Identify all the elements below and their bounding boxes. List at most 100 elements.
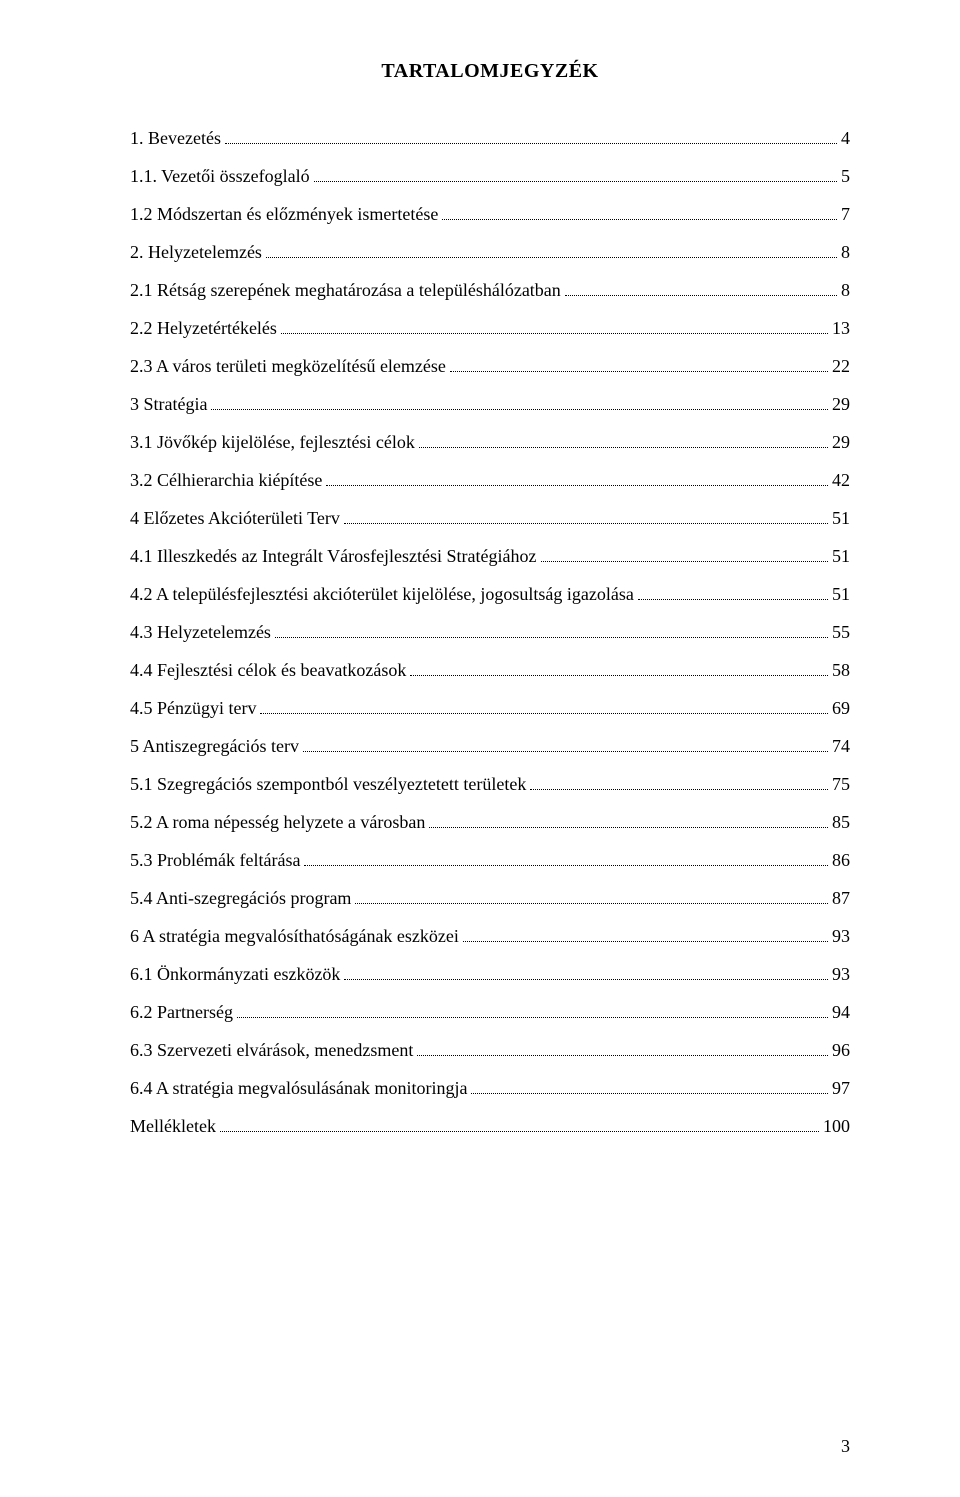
toc-entry-label: 5.2 A roma népesség helyzete a városban <box>130 812 425 833</box>
toc-entry: 4 Előzetes Akcióterületi Terv 51 <box>130 508 850 529</box>
toc-entry-page: 55 <box>832 622 850 643</box>
toc-entry-label: 3.1 Jövőkép kijelölése, fejlesztési célo… <box>130 432 415 453</box>
toc-entry-label: 2.2 Helyzetértékelés <box>130 318 277 339</box>
toc-dots <box>463 941 828 942</box>
toc-entry-label: 6 A stratégia megvalósíthatóságának eszk… <box>130 926 459 947</box>
toc-entry-label: 1. Bevezetés <box>130 128 221 149</box>
toc-entry-page: 51 <box>832 584 850 605</box>
toc-dots <box>530 789 828 790</box>
toc-entry: 3.2 Célhierarchia kiépítése 42 <box>130 470 850 491</box>
toc-entry: 5.2 A roma népesség helyzete a városban 8… <box>130 812 850 833</box>
toc-entry-label: 6.1 Önkormányzati eszközök <box>130 964 340 985</box>
toc-entry: 6 A stratégia megvalósíthatóságának eszk… <box>130 926 850 947</box>
toc-entry-label: 4.1 Illeszkedés az Integrált Városfejles… <box>130 546 537 567</box>
toc-entry: 4.4 Fejlesztési célok és beavatkozások58 <box>130 660 850 681</box>
toc-entry-label: 5.3 Problémák feltárása <box>130 850 300 871</box>
toc-entry-label: 4.3 Helyzetelemzés <box>130 622 271 643</box>
toc-entry-page: 75 <box>832 774 850 795</box>
toc-dots <box>419 447 828 448</box>
toc-entry-label: 3 Stratégia <box>130 394 207 415</box>
toc-entry-page: 85 <box>832 812 850 833</box>
toc-dots <box>237 1017 828 1018</box>
toc-dots <box>638 599 828 600</box>
toc-entry-page: 86 <box>832 850 850 871</box>
toc-dots <box>450 371 828 372</box>
toc-entry: 5.3 Problémák feltárása 86 <box>130 850 850 871</box>
toc-dots <box>429 827 828 828</box>
toc-entry: 4.3 Helyzetelemzés 55 <box>130 622 850 643</box>
toc-dots <box>442 219 837 220</box>
toc-entry-label: 1.1. Vezetői összefoglaló <box>130 166 310 187</box>
toc-list: 1. Bevezetés41.1. Vezetői összefoglaló51… <box>130 128 850 1137</box>
toc-entry-label: 5.1 Szegregációs szempontból veszélyezte… <box>130 774 526 795</box>
toc-entry-page: 93 <box>832 964 850 985</box>
toc-entry: 5 Antiszegregációs terv74 <box>130 736 850 757</box>
toc-entry-label: 4 Előzetes Akcióterületi Terv <box>130 508 340 529</box>
toc-dots <box>355 903 828 904</box>
toc-dots <box>314 181 837 182</box>
toc-entry-page: 42 <box>832 470 850 491</box>
toc-dots <box>344 979 828 980</box>
toc-entry-page: 69 <box>832 698 850 719</box>
toc-entry: 2. Helyzetelemzés 8 <box>130 242 850 263</box>
toc-entry: Mellékletek100 <box>130 1116 850 1137</box>
toc-entry-page: 87 <box>832 888 850 909</box>
toc-entry-label: 6.2 Partnerség <box>130 1002 233 1023</box>
toc-entry-page: 8 <box>841 280 850 301</box>
toc-entry: 2.1 Rétság szerepének meghatározása a te… <box>130 280 850 301</box>
toc-entry: 2.3 A város területi megközelítésű elemz… <box>130 356 850 377</box>
toc-entry-page: 58 <box>832 660 850 681</box>
toc-entry-page: 29 <box>832 394 850 415</box>
toc-entry-label: 4.2 A településfejlesztési akcióterület … <box>130 584 634 605</box>
page-number: 3 <box>841 1436 850 1457</box>
toc-entry: 6.4 A stratégia megvalósulásának monitor… <box>130 1078 850 1099</box>
toc-entry-label: 5 Antiszegregációs terv <box>130 736 299 757</box>
toc-entry: 4.1 Illeszkedés az Integrált Városfejles… <box>130 546 850 567</box>
toc-dots <box>565 295 837 296</box>
toc-entry: 2.2 Helyzetértékelés 13 <box>130 318 850 339</box>
toc-dots <box>471 1093 828 1094</box>
toc-entry-page: 51 <box>832 508 850 529</box>
toc-dots <box>417 1055 828 1056</box>
toc-title: TARTALOMJEGYZÉK <box>130 60 850 83</box>
toc-entry-label: 2.1 Rétság szerepének meghatározása a te… <box>130 280 561 301</box>
toc-entry-page: 97 <box>832 1078 850 1099</box>
toc-entry-label: 6.3 Szervezeti elvárások, menedzsment <box>130 1040 413 1061</box>
toc-entry-page: 93 <box>832 926 850 947</box>
toc-entry: 1.1. Vezetői összefoglaló 5 <box>130 166 850 187</box>
toc-entry: 6.2 Partnerség 94 <box>130 1002 850 1023</box>
toc-entry: 5.1 Szegregációs szempontból veszélyezte… <box>130 774 850 795</box>
toc-dots <box>275 637 828 638</box>
toc-entry-label: 6.4 A stratégia megvalósulásának monitor… <box>130 1078 467 1099</box>
toc-entry-label: 2. Helyzetelemzés <box>130 242 262 263</box>
toc-entry-page: 8 <box>841 242 850 263</box>
toc-entry-page: 94 <box>832 1002 850 1023</box>
toc-entry: 3 Stratégia 29 <box>130 394 850 415</box>
toc-dots <box>541 561 828 562</box>
toc-entry-page: 5 <box>841 166 850 187</box>
toc-dots <box>220 1131 819 1132</box>
toc-entry-page: 22 <box>832 356 850 377</box>
toc-entry-page: 7 <box>841 204 850 225</box>
toc-entry-label: 2.3 A város területi megközelítésű elemz… <box>130 356 446 377</box>
toc-entry: 1.2 Módszertan és előzmények ismertetése… <box>130 204 850 225</box>
toc-dots <box>260 713 828 714</box>
toc-entry-page: 4 <box>841 128 850 149</box>
toc-entry-page: 13 <box>832 318 850 339</box>
toc-dots <box>266 257 837 258</box>
document-page: TARTALOMJEGYZÉK 1. Bevezetés 4 1.1. Vezető… <box>0 0 960 1497</box>
toc-entry-label: 4.5 Pénzügyi terv <box>130 698 256 719</box>
toc-entry-page: 51 <box>832 546 850 567</box>
toc-dots <box>344 523 828 524</box>
toc-dots <box>303 751 828 752</box>
toc-entry-label: 3.2 Célhierarchia kiépítése <box>130 470 322 491</box>
toc-entry-page: 29 <box>832 432 850 453</box>
toc-dots <box>211 409 828 410</box>
toc-dots <box>304 865 828 866</box>
toc-entry-label: 5.4 Anti-szegregációs program <box>130 888 351 909</box>
toc-dots <box>326 485 828 486</box>
toc-entry-label: Mellékletek <box>130 1116 216 1137</box>
toc-entry: 5.4 Anti-szegregációs program 87 <box>130 888 850 909</box>
toc-entry-label: 1.2 Módszertan és előzmények ismertetése <box>130 204 438 225</box>
toc-entry: 1. Bevezetés 4 <box>130 128 850 149</box>
